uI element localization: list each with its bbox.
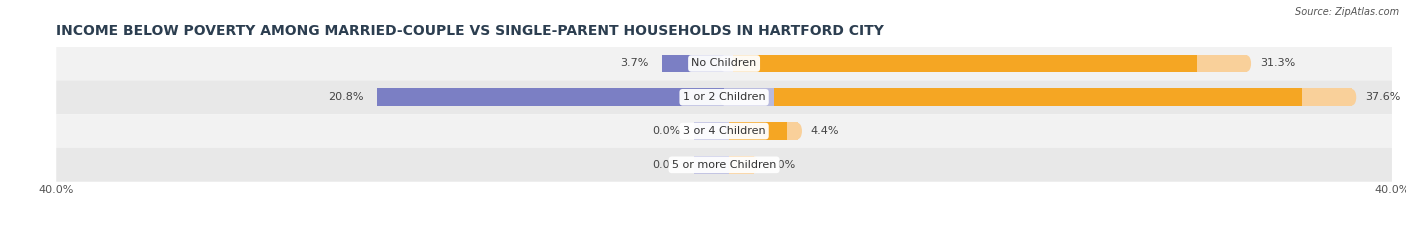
Circle shape bbox=[720, 123, 728, 139]
Text: 0.0%: 0.0% bbox=[652, 126, 681, 136]
Bar bbox=[724, 122, 797, 140]
Circle shape bbox=[720, 157, 728, 172]
Bar bbox=[695, 122, 724, 140]
Text: 20.8%: 20.8% bbox=[328, 92, 363, 102]
FancyBboxPatch shape bbox=[56, 114, 1392, 148]
Text: 3.7%: 3.7% bbox=[620, 58, 650, 69]
Text: 4.4%: 4.4% bbox=[811, 126, 839, 136]
Circle shape bbox=[720, 90, 728, 105]
Bar bbox=[724, 122, 728, 140]
Bar bbox=[724, 156, 728, 174]
Text: 37.6%: 37.6% bbox=[1365, 92, 1400, 102]
FancyBboxPatch shape bbox=[56, 80, 1392, 114]
Text: 5 or more Children: 5 or more Children bbox=[672, 160, 776, 170]
Bar bbox=[724, 89, 775, 106]
Circle shape bbox=[794, 123, 801, 139]
Bar bbox=[377, 89, 724, 106]
Text: INCOME BELOW POVERTY AMONG MARRIED-COUPLE VS SINGLE-PARENT HOUSEHOLDS IN HARTFOR: INCOME BELOW POVERTY AMONG MARRIED-COUPL… bbox=[56, 24, 884, 38]
Bar bbox=[724, 89, 1353, 106]
Text: 0.0%: 0.0% bbox=[768, 160, 796, 170]
Text: 3 or 4 Children: 3 or 4 Children bbox=[683, 126, 765, 136]
Text: Source: ZipAtlas.com: Source: ZipAtlas.com bbox=[1295, 7, 1399, 17]
Bar bbox=[1302, 89, 1353, 106]
FancyBboxPatch shape bbox=[56, 148, 1392, 182]
Text: 0.0%: 0.0% bbox=[652, 160, 681, 170]
Bar bbox=[786, 122, 797, 140]
Circle shape bbox=[1243, 56, 1250, 71]
Bar bbox=[724, 156, 754, 174]
Text: 31.3%: 31.3% bbox=[1260, 58, 1295, 69]
Bar bbox=[662, 55, 724, 72]
Circle shape bbox=[751, 157, 758, 172]
Text: 1 or 2 Children: 1 or 2 Children bbox=[683, 92, 765, 102]
Bar bbox=[695, 156, 724, 174]
FancyBboxPatch shape bbox=[56, 47, 1392, 80]
Circle shape bbox=[720, 56, 728, 71]
Circle shape bbox=[1348, 90, 1355, 105]
Bar bbox=[1197, 55, 1247, 72]
Bar bbox=[724, 55, 1247, 72]
Text: No Children: No Children bbox=[692, 58, 756, 69]
Bar bbox=[724, 55, 734, 72]
Bar bbox=[749, 156, 754, 174]
